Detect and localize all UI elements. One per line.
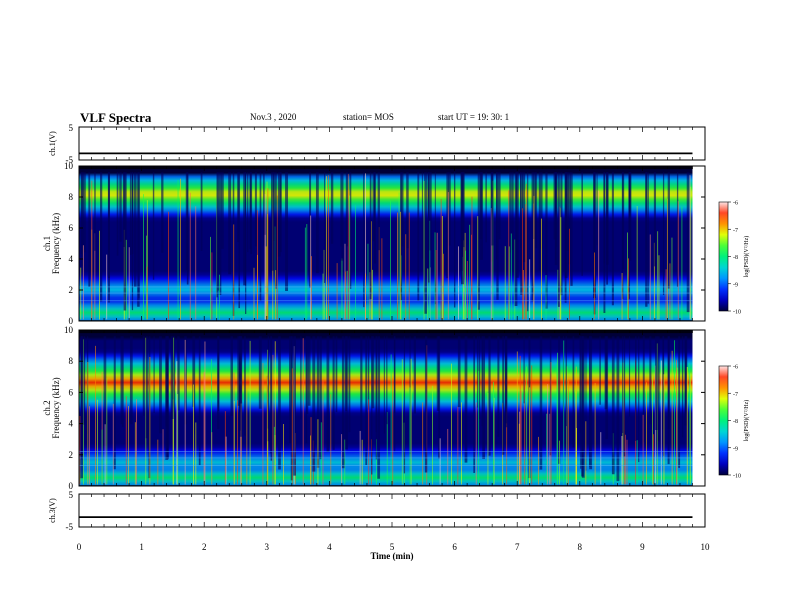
xaxis-tick-label: 2	[202, 542, 207, 552]
ch1-spectrogram-ytick-label: 10	[64, 161, 74, 171]
ch2-spectrogram-ytick-label: 6	[69, 387, 74, 397]
ch1-spectrogram-colorbar	[718, 201, 729, 312]
ch1-spectrogram-ylabel: Frequency (kHz)	[51, 213, 61, 274]
figure-title: VLF Spectra	[80, 110, 152, 125]
ch1-spectrogram-blank-strip	[692, 166, 705, 321]
ch1-waveform-ytick-label-bottom: -5	[66, 155, 74, 165]
ch2-spectrogram-colorbar-tick-label: -10	[733, 474, 741, 480]
ch3-waveform-ytick-label-top: 5	[69, 490, 74, 500]
ch1-spectrogram-ytick-label: 2	[69, 285, 74, 295]
date-label: Nov.3 , 2020	[250, 112, 297, 122]
xaxis-tick-label: 0	[77, 542, 82, 552]
ch1-waveform-ytick-label-top: 5	[69, 123, 74, 133]
xaxis-tick-label: 4	[327, 542, 332, 552]
xaxis-tick-label: 3	[265, 542, 270, 552]
ch2-spectrogram-ytick-label: 8	[69, 356, 74, 366]
ch2-spectrogram-colorbar-tick-label: -6	[733, 365, 738, 371]
ch1-spectrogram-colorbar-tick-label: -9	[733, 282, 738, 288]
ch2-spectrogram-colorbar-label: log(PSD)(V²/Hz)	[743, 400, 750, 441]
xaxis-tick-label: 7	[515, 542, 520, 552]
ch3-waveform-ytick-label-bottom: -5	[66, 522, 74, 532]
ch1-spectrogram-colorbar-tick-label: -6	[733, 201, 738, 207]
ch1-spectrogram-ytick-label: 4	[69, 254, 74, 264]
ch1-spectrogram-ylabel: ch.1	[42, 236, 52, 251]
ch1-waveform-frame	[78, 126, 706, 161]
xaxis-tick-label: 1	[139, 542, 144, 552]
xaxis-tick-label: 8	[578, 542, 583, 552]
ch3-waveform-ylabel: ch.3(V)	[48, 498, 57, 523]
ch2-spectrogram-colorbar	[718, 365, 729, 476]
ch1-spectrogram-colorbar-tick-label: -8	[733, 255, 738, 261]
ch1-spectrogram-field	[79, 169, 693, 321]
ch1-spectrogram-ytick-label: 0	[69, 316, 74, 326]
ch2-spectrogram-ytick-label: 0	[69, 481, 74, 491]
ch1-spectrogram-colorbar-tick-label: -10	[733, 310, 741, 316]
xaxis-label: Time (min)	[370, 551, 413, 561]
ch1-waveform-ylabel: ch.1(V)	[48, 131, 57, 156]
ch2-spectrogram-ytick-label: 4	[69, 419, 74, 429]
xaxis-tick-label: 10	[701, 542, 711, 552]
ch1-spectrogram-colorbar-tick-label: -7	[733, 228, 738, 234]
ch2-spectrogram-colorbar-tick-label: -7	[733, 392, 738, 398]
xaxis-tick-label: 6	[452, 542, 457, 552]
ch2-spectrogram-ylabel: Frequency (kHz)	[51, 377, 61, 438]
xaxis-tick-label: 5	[390, 542, 395, 552]
ch2-spectrogram-ytick-label: 10	[64, 325, 74, 335]
station-label: station= MOS	[343, 112, 394, 122]
ch2-spectrogram-colorbar-tick-label: -8	[733, 419, 738, 425]
xaxis-tick-label: 9	[640, 542, 645, 552]
ch2-spectrogram-colorbar-tick-label: -9	[733, 446, 738, 452]
ch2-spectrogram-ytick-label: 2	[69, 450, 74, 460]
ch1-spectrogram-ytick-label: 8	[69, 192, 74, 202]
ch1-spectrogram-ytick-label: 6	[69, 223, 74, 233]
ch2-spectrogram-ylabel: ch.2	[42, 400, 52, 415]
start-time-label: start UT = 19: 30: 1	[438, 112, 510, 122]
ch1-spectrogram-colorbar-label: log(PSD)(V²/Hz)	[743, 236, 750, 277]
ch2-spectrogram-blank-strip	[692, 330, 705, 486]
